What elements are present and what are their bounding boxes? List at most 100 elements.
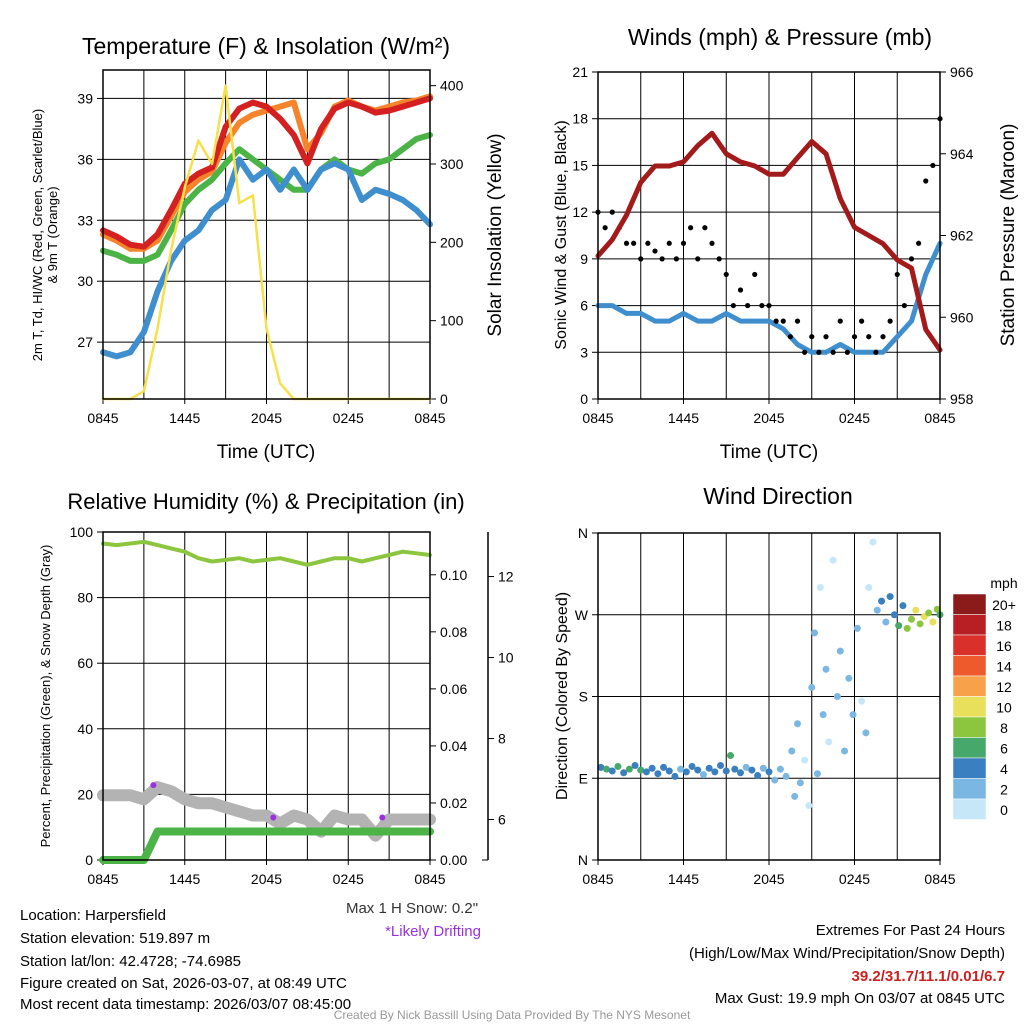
direction-point xyxy=(899,602,907,610)
humidity-ylabel: Percent, Precipitation (Green), & Snow D… xyxy=(38,545,53,848)
direction-point xyxy=(642,768,650,776)
wind-xtick-label: 0845 xyxy=(582,410,613,426)
direction-point xyxy=(694,766,702,774)
gust-point xyxy=(609,209,615,215)
direction-point xyxy=(890,611,898,619)
direction-point xyxy=(822,665,830,673)
solar-ylabel: Solar Insolation (Yellow) xyxy=(485,133,506,336)
direction-point xyxy=(771,776,779,784)
temp-ytick-label: 36 xyxy=(77,151,93,167)
direction-point xyxy=(825,738,833,746)
temp-xtick-label: 1445 xyxy=(169,410,200,426)
direction-point xyxy=(711,768,719,776)
gust-point xyxy=(752,271,758,278)
direction-point xyxy=(869,538,877,546)
colorbar-swatch xyxy=(952,675,987,697)
gust-point xyxy=(809,334,815,340)
2m-t-line xyxy=(100,95,433,250)
gust-point xyxy=(930,162,936,169)
colorbar-label: 18 xyxy=(996,618,1012,634)
precipitation-line xyxy=(99,827,434,864)
footer-info: Location: Harpersfield Station elevation… xyxy=(20,900,1005,1022)
direction-point xyxy=(819,711,827,719)
humidity-plot-frame xyxy=(102,531,431,861)
rh-xtick-label: 2045 xyxy=(251,871,282,887)
temp-xtick-label: 0845 xyxy=(87,410,118,426)
direction-point xyxy=(801,756,809,764)
direction-point xyxy=(722,767,730,775)
elevation-text: Station elevation: 519.897 m xyxy=(20,930,210,947)
direction-point xyxy=(754,772,762,780)
dir-ytick-label: S xyxy=(579,689,588,705)
rh-ytick-label: 80 xyxy=(77,590,93,606)
direction-point xyxy=(878,597,886,605)
latlon-text: Station lat/lon: 42.4728; -74.6985 xyxy=(20,953,241,970)
max-snow-text: Max 1 H Snow: 0.2" xyxy=(346,900,478,917)
temperature-xlabel: Time (UTC) xyxy=(217,442,316,463)
rh-ytick-label: 100 xyxy=(70,524,94,540)
gust-point xyxy=(859,318,865,324)
solar-ytick-right-label: 0 xyxy=(440,391,448,407)
gust-point xyxy=(851,334,858,340)
precip-ytick-right-label: 0.06 xyxy=(440,681,467,697)
direction-point xyxy=(759,764,767,772)
colorbar-swatch xyxy=(952,655,987,677)
direction-point xyxy=(833,693,841,700)
gust-point xyxy=(844,349,850,355)
direction-point xyxy=(903,624,911,632)
wind-direction-panel: 0845 1445 2045 0245 0845 N E S W N xyxy=(575,525,956,887)
humidity-title: Relative Humidity (%) & Precipitation (i… xyxy=(67,489,464,514)
gust-point xyxy=(766,302,772,309)
gust-point xyxy=(823,334,829,340)
gust-point xyxy=(680,240,687,246)
winds-xlabel: Time (UTC) xyxy=(720,442,819,463)
gust-point xyxy=(780,318,786,324)
direction-point xyxy=(782,772,790,780)
snow-ytick-right-label: 6 xyxy=(498,812,506,828)
direction-point xyxy=(791,792,799,800)
gust-point xyxy=(908,256,915,262)
direction-point xyxy=(631,762,639,770)
direction-point xyxy=(916,620,924,628)
pressure-ytick-right-label: 962 xyxy=(950,228,974,244)
gust-point xyxy=(723,271,729,278)
temp-ytick-label: 33 xyxy=(77,212,93,228)
direction-ylabel: Direction (Colored By Speed) xyxy=(554,592,571,800)
direction-point xyxy=(682,768,690,776)
gust-point xyxy=(816,349,822,355)
gust-point xyxy=(688,225,694,231)
colorbar-label: 6 xyxy=(1000,741,1008,757)
snow-ytick-right-label: 8 xyxy=(498,731,506,747)
direction-point xyxy=(727,752,735,760)
colorbar-swatch xyxy=(952,716,987,738)
temperature-panel: 0845 1445 2045 0245 0845 27 30 33 36 39 0 100 200 300… xyxy=(77,69,464,426)
gust-point xyxy=(652,248,658,254)
speed-colorbar: 20+ 18 16 14 12 10 8 6 4 2 0 xyxy=(952,593,1016,820)
direction-point xyxy=(765,768,773,776)
precip-ytick-right-label: 0.08 xyxy=(440,624,467,640)
humidity-panel: 0845 1445 2045 0245 0845 0 20 40 60 80 100 0.00 0.02… xyxy=(70,524,514,887)
rh-xtick-label: 0845 xyxy=(87,871,118,887)
colorbar-label: 12 xyxy=(996,679,1012,695)
temp-xtick-label: 0245 xyxy=(333,410,364,426)
colorbar-swatch xyxy=(952,614,987,636)
direction-point xyxy=(829,556,837,564)
direction-point xyxy=(862,729,870,737)
dir-ytick-label: N xyxy=(578,852,588,868)
rh-ytick-label: 60 xyxy=(77,655,93,671)
direction-point xyxy=(748,766,756,774)
gust-point xyxy=(623,240,630,246)
gust-point xyxy=(709,240,715,246)
solar-ytick-right-label: 100 xyxy=(440,313,464,329)
dir-xtick-label: 0845 xyxy=(582,871,613,887)
max-gust-text: Max Gust: 19.9 mph On 03/07 at 0845 UTC xyxy=(715,990,1005,1007)
precip-ytick-right-label: 0.00 xyxy=(440,852,467,868)
recent-data-text: Most recent data timestamp: 2026/03/07 0… xyxy=(20,996,351,1013)
temperature-title: Temperature (F) & Insolation (W/m²) xyxy=(82,33,450,59)
precip-ytick-right-label: 0.10 xyxy=(440,567,467,583)
dir-ytick-label: E xyxy=(579,770,588,786)
direction-point xyxy=(614,762,622,770)
extremes-title: Extremes For Past 24 Hours xyxy=(816,922,1005,939)
colorbar-swatch xyxy=(952,798,987,820)
direction-point xyxy=(925,609,933,617)
